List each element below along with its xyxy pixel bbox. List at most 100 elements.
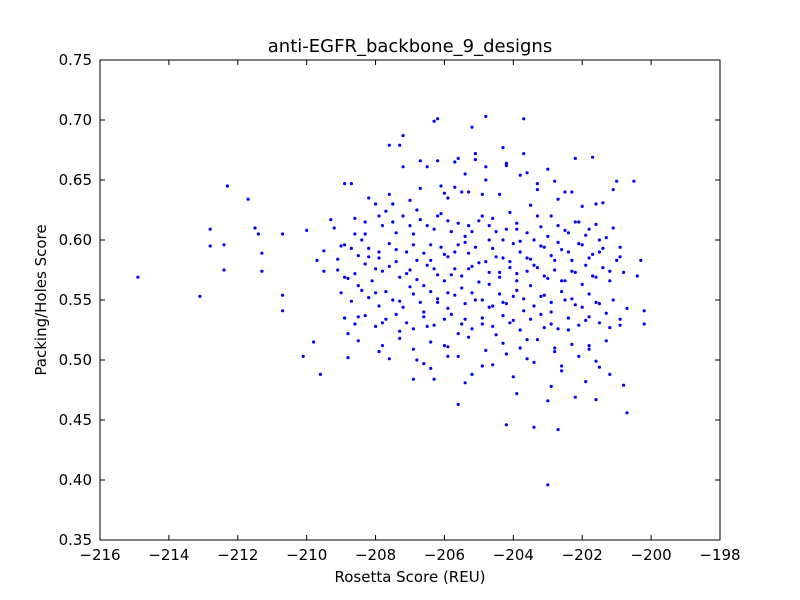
x-tick-label: −214: [148, 546, 189, 564]
data-point: [625, 306, 629, 310]
data-point: [501, 341, 505, 345]
data-point: [470, 327, 474, 331]
data-point: [473, 158, 477, 162]
data-point: [439, 184, 443, 188]
data-point: [487, 224, 491, 228]
data-point: [367, 255, 371, 259]
data-point: [432, 227, 436, 231]
data-point: [360, 238, 364, 242]
data-point: [429, 258, 433, 262]
data-point: [622, 383, 626, 387]
data-point: [432, 323, 436, 327]
data-point: [405, 321, 409, 325]
data-point: [608, 326, 612, 330]
data-point: [422, 310, 426, 314]
data-point: [253, 226, 257, 230]
data-point: [515, 221, 519, 225]
data-point: [611, 226, 615, 230]
data-point: [477, 280, 481, 284]
data-point: [422, 315, 426, 319]
data-point: [222, 268, 226, 272]
data-point: [525, 338, 529, 342]
data-point: [566, 316, 571, 320]
data-point: [398, 336, 402, 340]
data-point: [387, 192, 391, 196]
data-point: [560, 290, 564, 294]
data-point: [401, 134, 405, 138]
data-point: [439, 245, 443, 249]
data-point: [374, 291, 378, 295]
data-point: [429, 340, 433, 344]
data-point: [577, 242, 581, 246]
data-point: [343, 275, 347, 279]
data-point: [594, 398, 598, 402]
x-tick-label: −202: [562, 546, 603, 564]
data-point: [260, 269, 264, 273]
data-point: [446, 291, 450, 295]
data-point: [281, 232, 285, 236]
data-point: [432, 377, 436, 381]
data-point: [377, 214, 381, 218]
data-point: [398, 329, 402, 333]
data-point: [477, 261, 481, 265]
data-point: [542, 245, 546, 249]
data-point: [446, 219, 450, 223]
data-point: [518, 328, 522, 332]
data-point: [560, 364, 564, 368]
data-point: [553, 346, 557, 350]
data-point: [532, 238, 536, 242]
data-point: [556, 428, 560, 432]
data-point: [411, 377, 415, 381]
data-point: [522, 297, 526, 301]
data-point: [511, 318, 515, 322]
y-tick-label: 0.55: [59, 291, 92, 309]
data-point: [453, 185, 457, 189]
data-point: [549, 310, 553, 314]
data-point: [529, 284, 533, 288]
data-point: [632, 179, 636, 183]
data-point: [608, 372, 612, 376]
data-point: [491, 304, 495, 308]
data-point: [363, 232, 367, 236]
x-tick-label: −208: [355, 546, 396, 564]
data-point: [504, 227, 508, 231]
data-point: [608, 279, 612, 283]
data-point: [587, 256, 591, 260]
data-point: [491, 324, 495, 328]
data-point: [580, 243, 584, 247]
y-tick-label: 0.45: [59, 411, 92, 429]
data-point: [401, 305, 405, 309]
data-point: [573, 156, 577, 160]
data-point: [529, 203, 533, 207]
data-point: [501, 314, 505, 318]
data-point: [494, 333, 498, 337]
data-point: [374, 324, 378, 328]
data-point: [504, 161, 508, 165]
data-point: [604, 311, 608, 315]
data-point: [346, 276, 350, 280]
data-point: [480, 192, 484, 196]
data-point: [446, 345, 450, 349]
data-point: [377, 304, 381, 308]
data-point: [535, 214, 540, 218]
data-point: [498, 275, 502, 279]
data-point: [518, 173, 522, 177]
data-point: [411, 243, 415, 247]
data-point: [573, 303, 577, 307]
data-point: [425, 224, 429, 228]
data-point: [442, 279, 446, 283]
data-point: [487, 282, 491, 286]
data-point: [446, 196, 450, 200]
data-point: [615, 179, 619, 183]
y-tick-label: 0.70: [59, 111, 92, 129]
data-point: [136, 275, 140, 279]
data-point: [515, 288, 519, 292]
data-point: [539, 294, 543, 298]
data-point: [556, 240, 560, 244]
x-tick-label: −212: [217, 546, 258, 564]
data-point: [467, 267, 471, 271]
data-point: [349, 246, 353, 250]
data-point: [642, 309, 646, 313]
data-point: [281, 293, 285, 297]
data-point: [411, 292, 415, 296]
